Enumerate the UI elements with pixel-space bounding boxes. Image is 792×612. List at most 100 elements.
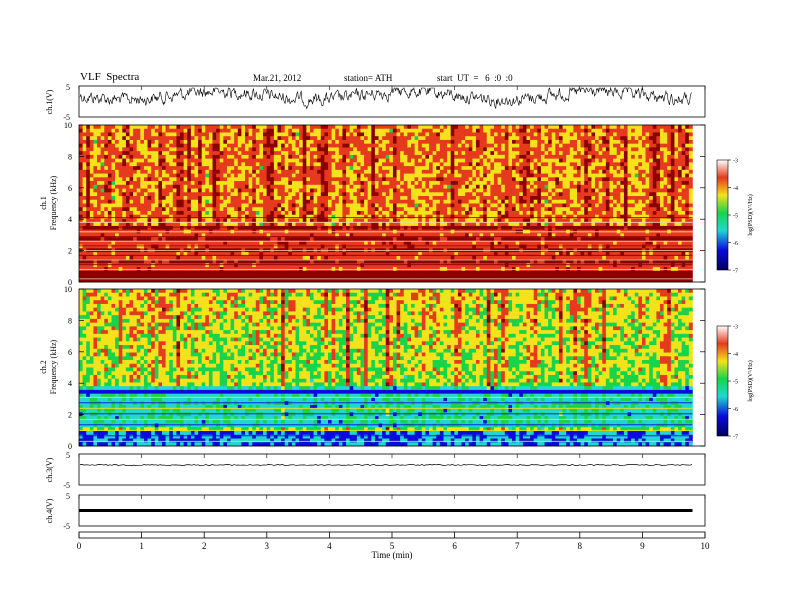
spectrogram-cell [205, 207, 210, 212]
spectrogram-cell [241, 166, 246, 171]
spectrogram-cell [338, 210, 343, 216]
spectrogram-cell [407, 158, 412, 163]
spectrogram-cell [89, 166, 94, 171]
spectrogram-cell [201, 147, 206, 152]
spectrogram-cell [656, 210, 661, 216]
spectrogram-cell [512, 203, 516, 208]
spectrogram-cell [558, 214, 563, 219]
spectrogram-cell [634, 181, 639, 186]
spectrogram-cell [237, 139, 242, 144]
spectrogram-cell [223, 203, 228, 208]
spectrogram-cell [82, 162, 87, 167]
spectrogram-cell [165, 173, 170, 178]
spectrogram-cell [288, 158, 293, 163]
spectrogram-cell [205, 203, 210, 208]
spectrogram-cell [595, 214, 599, 219]
spectrogram-cell [623, 143, 628, 148]
spectrogram-cell [291, 125, 296, 130]
spectrogram-cell [425, 203, 430, 208]
spectrogram-cell [411, 225, 415, 230]
spectrogram-cell [591, 128, 596, 133]
spectrogram-cell [656, 177, 661, 182]
spectrogram-cell [512, 125, 516, 130]
spectrogram-cell [154, 181, 159, 186]
spectrogram-cell [194, 173, 199, 178]
spectrogram-cell [201, 222, 206, 227]
spectrogram-cell [306, 188, 311, 193]
spectrogram-cell [140, 199, 145, 204]
spectrogram-cell [353, 181, 358, 186]
spectrogram-cell [291, 173, 296, 178]
spectrogram-cell [432, 192, 437, 197]
spectrogram-cell [259, 125, 264, 130]
spectrogram-cell [328, 169, 332, 174]
spectrogram-cell [143, 128, 148, 133]
spectrogram-cell [201, 199, 206, 204]
spectrogram-cell [638, 207, 643, 212]
spectrogram-cell [443, 147, 448, 152]
spectrogram-cell [219, 199, 224, 204]
spectrogram-cell [544, 184, 549, 189]
spectrogram-cell [284, 158, 289, 163]
spectrogram-cell [367, 188, 372, 193]
spectrogram-cell [273, 184, 278, 189]
spectrogram-cell [234, 188, 239, 193]
spectrogram-cell [396, 154, 401, 159]
spectrogram-cell [335, 218, 340, 223]
spectrogram-cell [176, 210, 181, 216]
spectrogram-cell [295, 154, 300, 159]
spectrogram-cell [392, 203, 397, 208]
spectrogram-cell [122, 139, 127, 144]
spectrogram-cell [558, 169, 563, 174]
spectrogram-cell [540, 203, 545, 208]
spectrogram-cell [241, 218, 246, 223]
spectrogram-cell [457, 151, 462, 156]
spectrogram-cell [317, 143, 322, 148]
spectrogram-cell [591, 214, 596, 219]
spectrogram-cell [115, 154, 119, 159]
spectrogram-cell [418, 181, 423, 186]
spectrogram-cell [595, 166, 599, 171]
spectrogram-cell [331, 154, 336, 159]
spectrogram-cell [512, 177, 516, 182]
spectrogram-cell [162, 184, 166, 189]
spectrogram-cell [641, 166, 646, 171]
spectrogram-cell [649, 214, 654, 219]
spectrogram-cell [219, 132, 224, 137]
spectrogram-cell [605, 177, 610, 182]
spectrogram-cell [421, 207, 426, 212]
spectrogram-cell [685, 147, 690, 152]
spectrogram-cell [255, 154, 260, 159]
spectrogram-cell [230, 132, 235, 137]
spectrogram-cell [295, 207, 300, 212]
spectrogram-cell [411, 203, 415, 208]
spectrogram-cell [667, 169, 672, 174]
spectrogram-cell [140, 207, 145, 212]
spectrogram-cell [577, 210, 581, 216]
spectrogram-cell [623, 147, 628, 152]
spectrogram-cell [143, 169, 148, 174]
spectrogram-cell [378, 166, 383, 171]
spectrogram-cell [252, 136, 257, 141]
spectrogram-cell [133, 143, 138, 148]
spectrogram-cell [266, 181, 271, 186]
spectrogram-cell [425, 128, 430, 133]
spectrogram-cell [537, 181, 542, 186]
spectrogram-cell [587, 184, 592, 189]
spectrogram-cell [645, 173, 650, 178]
spectrogram-cell [533, 132, 538, 137]
spectrogram-cell [504, 125, 509, 130]
spectrogram-cell [414, 128, 419, 133]
spectrogram-cell [681, 125, 686, 130]
spectrogram-cell [245, 139, 249, 144]
spectrogram-cell [111, 125, 116, 130]
spectrogram-cell [526, 169, 531, 174]
spectrogram-cell [342, 147, 347, 152]
spectrogram-cell [180, 128, 184, 133]
spectrogram-cell [522, 173, 527, 178]
station-label: station= ATH [344, 73, 393, 83]
spectrogram-cell [205, 128, 210, 133]
spectrogram-cell [324, 222, 329, 227]
spectrogram-cell [418, 158, 423, 163]
